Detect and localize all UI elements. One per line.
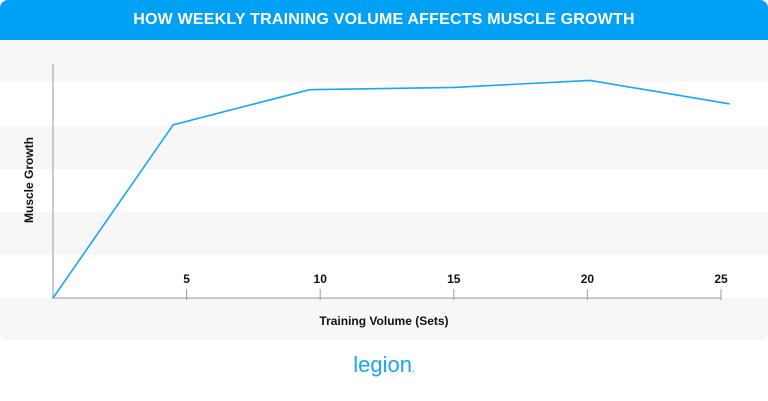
data-point — [589, 79, 591, 82]
data-point — [453, 86, 455, 89]
x-tick-label: 15 — [447, 272, 461, 286]
data-point — [52, 297, 54, 299]
grid-band — [0, 126, 768, 169]
logo-text: legion — [353, 352, 412, 377]
data-line — [52, 79, 730, 299]
chart-title: HOW WEEKLY TRAINING VOLUME AFFECTS MUSCL… — [0, 0, 768, 40]
x-tick-label: 10 — [314, 272, 328, 286]
y-axis-label: Muscle Growth — [22, 136, 36, 224]
legion-logo: legion. — [353, 352, 415, 377]
x-tick-label: 5 — [183, 272, 190, 286]
x-tick-label: 25 — [714, 272, 728, 286]
x-axis-label: Training Volume (Sets) — [319, 314, 449, 328]
x-axis-band — [0, 298, 768, 340]
x-tick-label: 20 — [581, 272, 595, 286]
data-point — [172, 124, 175, 126]
grid-band — [0, 40, 768, 82]
grid-band — [0, 212, 768, 255]
data-point — [308, 88, 311, 91]
data-point — [728, 102, 730, 105]
